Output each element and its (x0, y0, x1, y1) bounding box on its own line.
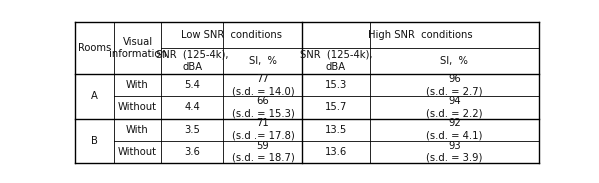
Text: High SNR  conditions: High SNR conditions (368, 30, 473, 40)
Text: 3.6: 3.6 (184, 147, 200, 157)
Text: Rooms: Rooms (78, 43, 111, 53)
Text: Visual
information: Visual information (108, 37, 167, 59)
Text: 96
(s.d. = 2.7): 96 (s.d. = 2.7) (426, 74, 483, 96)
Text: 4.4: 4.4 (184, 102, 200, 112)
Text: 77
(s.d. = 14.0): 77 (s.d. = 14.0) (232, 74, 294, 96)
Text: 94
(s.d. = 2.2): 94 (s.d. = 2.2) (426, 96, 483, 119)
Text: 66
(s.d. = 15.3): 66 (s.d. = 15.3) (231, 96, 294, 119)
Text: SNR  (125-4k),
dBA: SNR (125-4k), dBA (156, 50, 228, 72)
Text: Without: Without (118, 102, 157, 112)
Text: 5.4: 5.4 (184, 80, 200, 90)
Text: Without: Without (118, 147, 157, 157)
Text: 71
(s.d .= 17.8): 71 (s.d .= 17.8) (231, 118, 294, 141)
Text: SI,  %: SI, % (249, 56, 277, 66)
Text: 92
(s.d. = 4.1): 92 (s.d. = 4.1) (426, 118, 483, 141)
Text: 59
(s.d. = 18.7): 59 (s.d. = 18.7) (231, 141, 294, 163)
Text: SNR  (125-4k),
dBA: SNR (125-4k), dBA (300, 50, 372, 72)
Text: With: With (126, 125, 149, 135)
Text: A: A (91, 91, 98, 101)
Text: 3.5: 3.5 (184, 125, 200, 135)
Text: B: B (91, 136, 98, 146)
Text: With: With (126, 80, 149, 90)
Text: 93
(s.d. = 3.9): 93 (s.d. = 3.9) (426, 141, 483, 163)
Text: 13.6: 13.6 (325, 147, 347, 157)
Text: 15.3: 15.3 (325, 80, 347, 90)
Text: 15.7: 15.7 (325, 102, 347, 112)
Text: SI,  %: SI, % (440, 56, 468, 66)
Text: Low SNR  conditions: Low SNR conditions (181, 30, 282, 40)
Text: 13.5: 13.5 (325, 125, 347, 135)
